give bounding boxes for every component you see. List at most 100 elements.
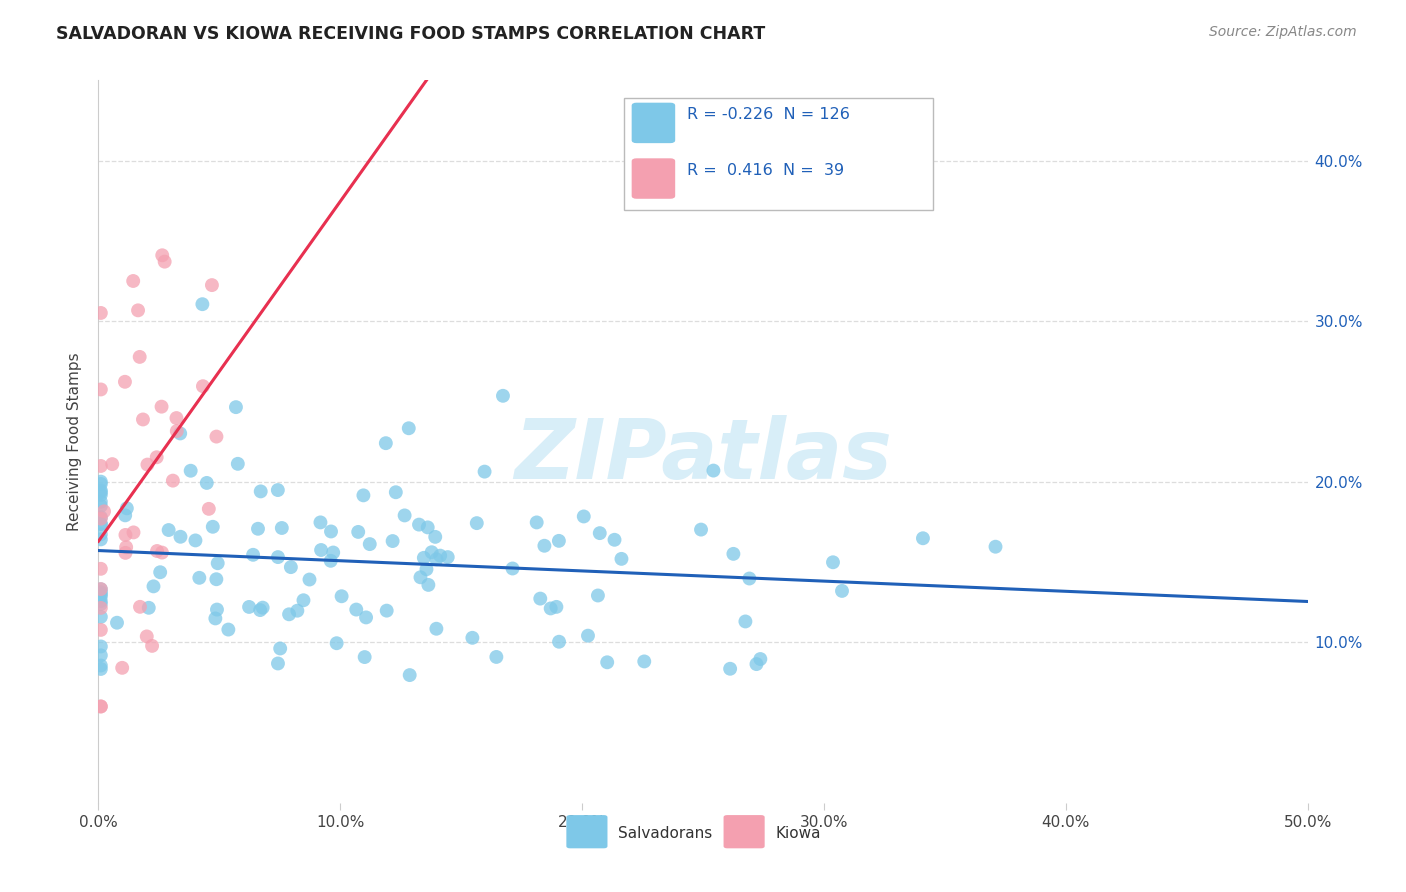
Point <box>90 499 112 513</box>
Text: R = -0.226  N = 126: R = -0.226 N = 126 <box>688 107 851 122</box>
Point <box>252 600 274 615</box>
Point <box>572 509 595 524</box>
Point <box>529 591 551 606</box>
FancyBboxPatch shape <box>624 98 932 211</box>
Point <box>90 640 112 654</box>
Point <box>225 400 247 414</box>
Point <box>90 590 112 604</box>
Point <box>157 523 180 537</box>
Y-axis label: Receiving Food Stamps: Receiving Food Stamps <box>67 352 83 531</box>
Point <box>90 475 112 489</box>
Point <box>690 523 713 537</box>
Point <box>90 306 112 320</box>
Point <box>718 662 741 676</box>
Point <box>90 527 112 541</box>
FancyBboxPatch shape <box>631 103 675 143</box>
Point <box>485 649 508 664</box>
Point <box>188 571 211 585</box>
Point <box>425 622 447 636</box>
Point <box>821 555 844 569</box>
Point <box>146 544 169 558</box>
Point <box>205 602 228 616</box>
Point <box>270 521 292 535</box>
Point <box>702 464 724 478</box>
Point <box>394 508 416 523</box>
Point <box>589 526 612 541</box>
Point <box>127 303 149 318</box>
Point <box>911 531 934 545</box>
Point <box>169 530 191 544</box>
Point <box>319 554 342 568</box>
Point <box>381 534 404 549</box>
Point <box>610 552 633 566</box>
Point <box>526 516 548 530</box>
Point <box>217 623 239 637</box>
Point <box>533 539 555 553</box>
Point <box>246 522 269 536</box>
Point <box>309 543 332 558</box>
Point <box>374 436 396 450</box>
Point <box>90 383 112 397</box>
Point <box>162 474 184 488</box>
Point <box>749 652 772 666</box>
Point <box>90 662 112 676</box>
Point <box>115 501 138 516</box>
Point <box>101 457 124 471</box>
Point <box>90 585 112 599</box>
Point <box>90 511 112 525</box>
Point <box>153 254 176 268</box>
Point <box>322 545 344 559</box>
Point <box>292 593 315 607</box>
Point <box>207 556 229 570</box>
Point <box>285 604 308 618</box>
Point <box>576 629 599 643</box>
Text: R =  0.416  N =  39: R = 0.416 N = 39 <box>688 163 845 178</box>
Point <box>474 465 496 479</box>
Point <box>198 501 221 516</box>
Point <box>114 528 136 542</box>
Point <box>138 600 160 615</box>
Point <box>353 650 375 665</box>
Point <box>344 602 367 616</box>
Point <box>420 545 443 559</box>
Point <box>398 668 420 682</box>
Point <box>150 248 173 262</box>
Point <box>325 636 347 650</box>
Text: Kiowa: Kiowa <box>776 826 821 840</box>
Point <box>540 601 562 615</box>
Point <box>195 475 218 490</box>
Point <box>105 615 128 630</box>
Point <box>122 525 145 540</box>
Point <box>90 485 112 500</box>
Point <box>150 545 173 559</box>
Point <box>90 587 112 601</box>
Point <box>201 278 224 293</box>
Point <box>166 424 188 438</box>
Point <box>90 494 112 508</box>
Text: ZIPatlas: ZIPatlas <box>515 416 891 497</box>
Point <box>278 607 301 622</box>
FancyBboxPatch shape <box>724 815 765 848</box>
Point <box>436 550 458 565</box>
Point <box>205 429 228 443</box>
Point <box>90 510 112 524</box>
Point <box>205 572 228 586</box>
Point <box>115 540 138 554</box>
Point <box>90 483 112 498</box>
Point <box>141 639 163 653</box>
Point <box>354 610 377 624</box>
Point <box>132 412 155 426</box>
Point <box>738 572 761 586</box>
Point <box>546 599 568 614</box>
Point <box>734 615 756 629</box>
Point <box>90 533 112 547</box>
Point <box>984 540 1007 554</box>
Text: Salvadorans: Salvadorans <box>619 826 713 840</box>
Point <box>90 699 112 714</box>
Point <box>249 603 271 617</box>
Point <box>184 533 207 548</box>
Point <box>90 600 112 615</box>
Point <box>149 566 172 580</box>
Point <box>603 533 626 547</box>
Point <box>90 594 112 608</box>
